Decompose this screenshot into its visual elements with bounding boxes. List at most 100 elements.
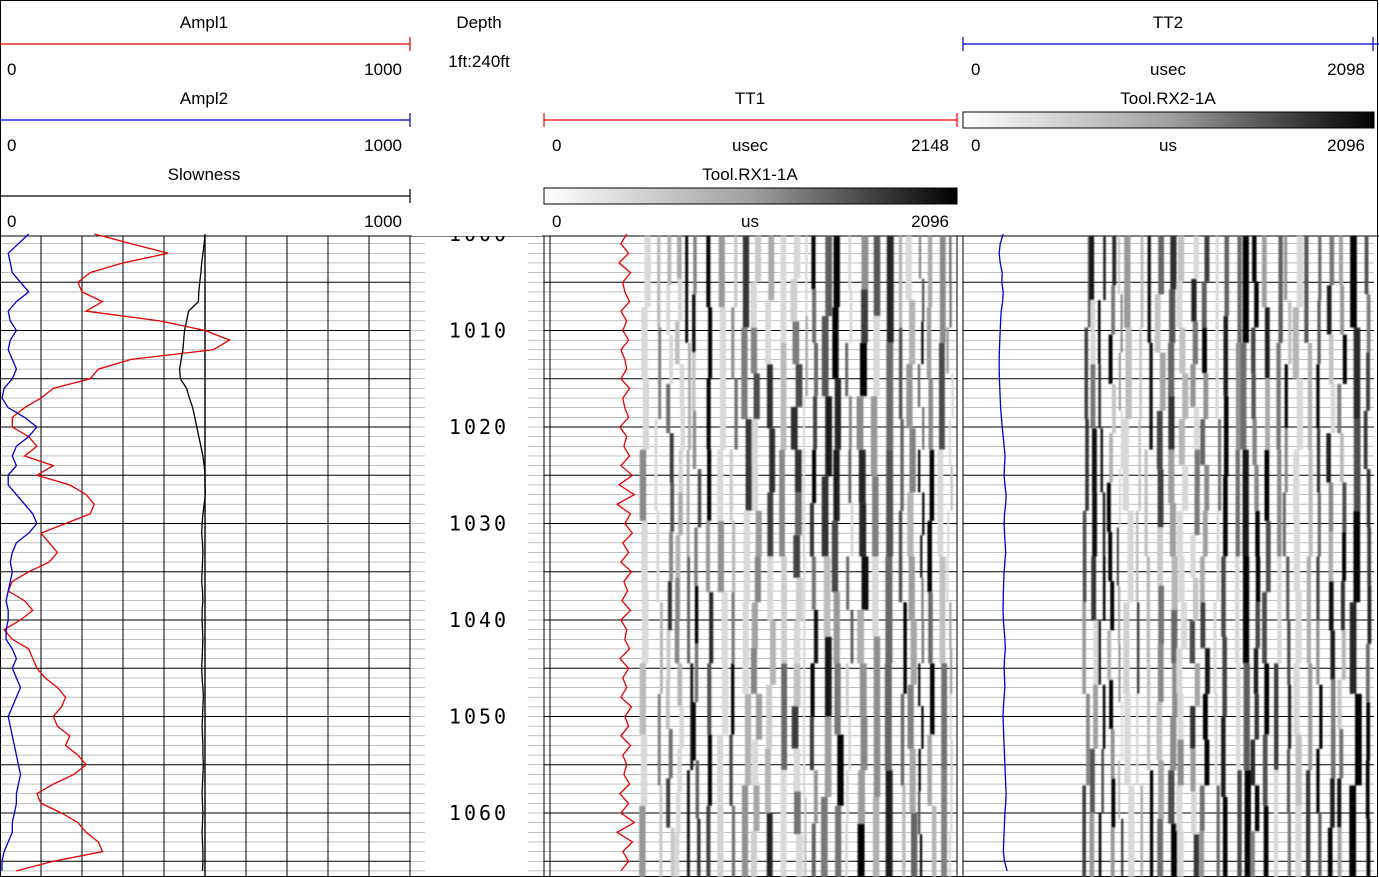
vdl-stripe bbox=[946, 327, 949, 374]
vdl-stripe bbox=[642, 378, 650, 450]
vdl-stripe bbox=[669, 433, 674, 483]
vdl-stripe bbox=[1190, 364, 1196, 407]
vdl-stripe bbox=[850, 609, 854, 664]
vdl-stripe bbox=[823, 556, 831, 637]
vdl-stripe bbox=[1262, 592, 1267, 664]
vdl-stripe bbox=[753, 373, 760, 420]
vdl-stripe bbox=[742, 602, 749, 694]
vdl-stripe bbox=[906, 364, 913, 429]
vdl-stripe bbox=[1276, 342, 1281, 450]
vdl-stripe bbox=[657, 693, 661, 786]
vdl-stripe bbox=[1223, 396, 1229, 477]
vdl-stripe bbox=[1287, 812, 1291, 877]
vdl-stripe bbox=[1262, 734, 1268, 806]
vdl-stripe bbox=[1292, 307, 1300, 379]
vdl-stripe bbox=[909, 428, 916, 493]
vdl-stripe bbox=[1255, 510, 1260, 557]
vdl-stripe bbox=[765, 300, 772, 365]
vdl-stripe bbox=[1172, 663, 1179, 717]
vdl-stripe bbox=[918, 748, 921, 792]
vdl-stripe bbox=[1295, 805, 1302, 877]
depth-scale: 1ft:240ft bbox=[448, 52, 510, 71]
vdl-stripe bbox=[821, 316, 829, 397]
ampl2-title: Ampl2 bbox=[180, 89, 228, 108]
vdl-stripe bbox=[918, 449, 921, 493]
vdl-stripe bbox=[1287, 620, 1291, 685]
vdl-stripe bbox=[1093, 684, 1098, 749]
ampl2-max: 1000 bbox=[364, 136, 402, 155]
vdl-stripe bbox=[1282, 492, 1286, 557]
vdl-stripe bbox=[754, 556, 762, 603]
vdl-stripe bbox=[859, 503, 867, 557]
vdl-stripe bbox=[678, 449, 684, 493]
vdl-stripe bbox=[1177, 739, 1184, 786]
vdl-stripe bbox=[1364, 236, 1369, 295]
vdl-stripe bbox=[845, 663, 849, 717]
vdl-stripe bbox=[1098, 300, 1101, 365]
vdl-stripe bbox=[908, 556, 915, 621]
vdl-stripe bbox=[1265, 378, 1270, 450]
vdl-stripe bbox=[639, 805, 646, 877]
vdl-stripe bbox=[641, 592, 649, 664]
vdl-stripe bbox=[1277, 556, 1282, 664]
vdl-stripe bbox=[921, 620, 924, 664]
vdl-stripe bbox=[845, 770, 849, 824]
vdl-stripe bbox=[717, 805, 724, 877]
vdl-stripe bbox=[1307, 342, 1313, 450]
vdl-stripe bbox=[1082, 602, 1086, 694]
header-area: Ampl1 0 1000 Ampl2 0 1000 Slowness 0 100… bbox=[0, 13, 1379, 231]
vdl-stripe bbox=[805, 236, 808, 317]
vdl-stripe bbox=[767, 492, 774, 557]
vdl-stripe bbox=[1223, 316, 1229, 397]
vdl-stripe bbox=[1329, 236, 1335, 286]
vdl-stripe bbox=[678, 492, 683, 536]
vdl-stripe bbox=[1216, 785, 1220, 877]
vdl-stripe bbox=[675, 577, 680, 621]
vdl-stripe bbox=[1295, 734, 1302, 806]
vdl-stripe bbox=[845, 342, 849, 397]
vdl-stripe bbox=[927, 520, 932, 593]
vdl-stripe bbox=[920, 535, 923, 578]
vdl-stripe bbox=[1193, 577, 1199, 621]
vdl-stripe bbox=[949, 693, 952, 740]
vdl-stripe bbox=[1118, 469, 1121, 528]
vdl-stripe bbox=[750, 831, 758, 877]
vdl-stripe bbox=[750, 648, 758, 694]
vdl-stripe bbox=[686, 449, 690, 557]
vdl-stripe bbox=[884, 663, 892, 771]
vdl-stripe bbox=[922, 278, 925, 322]
vdl-stripe bbox=[918, 791, 921, 835]
vdl-stripe bbox=[1224, 236, 1230, 317]
vdl-stripe bbox=[886, 236, 894, 343]
vdl-stripe bbox=[780, 770, 787, 877]
vdl-stripe bbox=[1193, 834, 1200, 877]
vdl-stripe bbox=[1092, 492, 1098, 557]
vdl-stripe bbox=[1353, 419, 1361, 511]
vdl-stripe bbox=[1193, 406, 1200, 450]
vdl-stripe bbox=[670, 827, 675, 877]
vdl-stripe bbox=[1189, 620, 1196, 664]
vdl-stripe bbox=[950, 648, 953, 694]
vdl-stripe bbox=[1254, 693, 1259, 740]
vdl-stripe bbox=[781, 556, 787, 664]
vdl-stripe bbox=[1098, 364, 1101, 429]
tt2-max: 2098 bbox=[1327, 60, 1365, 79]
vdl-stripe bbox=[709, 592, 714, 664]
vdl-stripe bbox=[1240, 342, 1247, 450]
vdl-stripe bbox=[1122, 419, 1129, 511]
vdl-stripe bbox=[1363, 410, 1368, 470]
vdl-stripe bbox=[1084, 327, 1089, 420]
vdl-stripe bbox=[780, 236, 787, 343]
vdl-stripe bbox=[1177, 236, 1185, 282]
vdl-stripe bbox=[1144, 449, 1148, 557]
vdl-stripe bbox=[705, 520, 711, 593]
vdl-stripe bbox=[1124, 693, 1131, 786]
vdl-stripe bbox=[695, 760, 700, 819]
vdl-stripe bbox=[753, 785, 760, 832]
vdl-stripe bbox=[685, 236, 689, 343]
vdl-stripe bbox=[679, 706, 684, 749]
vdl-stripe bbox=[860, 342, 867, 397]
vdl-stripe bbox=[1222, 796, 1228, 877]
vdl-stripe bbox=[677, 748, 682, 792]
vdl-stripe bbox=[1242, 556, 1250, 664]
